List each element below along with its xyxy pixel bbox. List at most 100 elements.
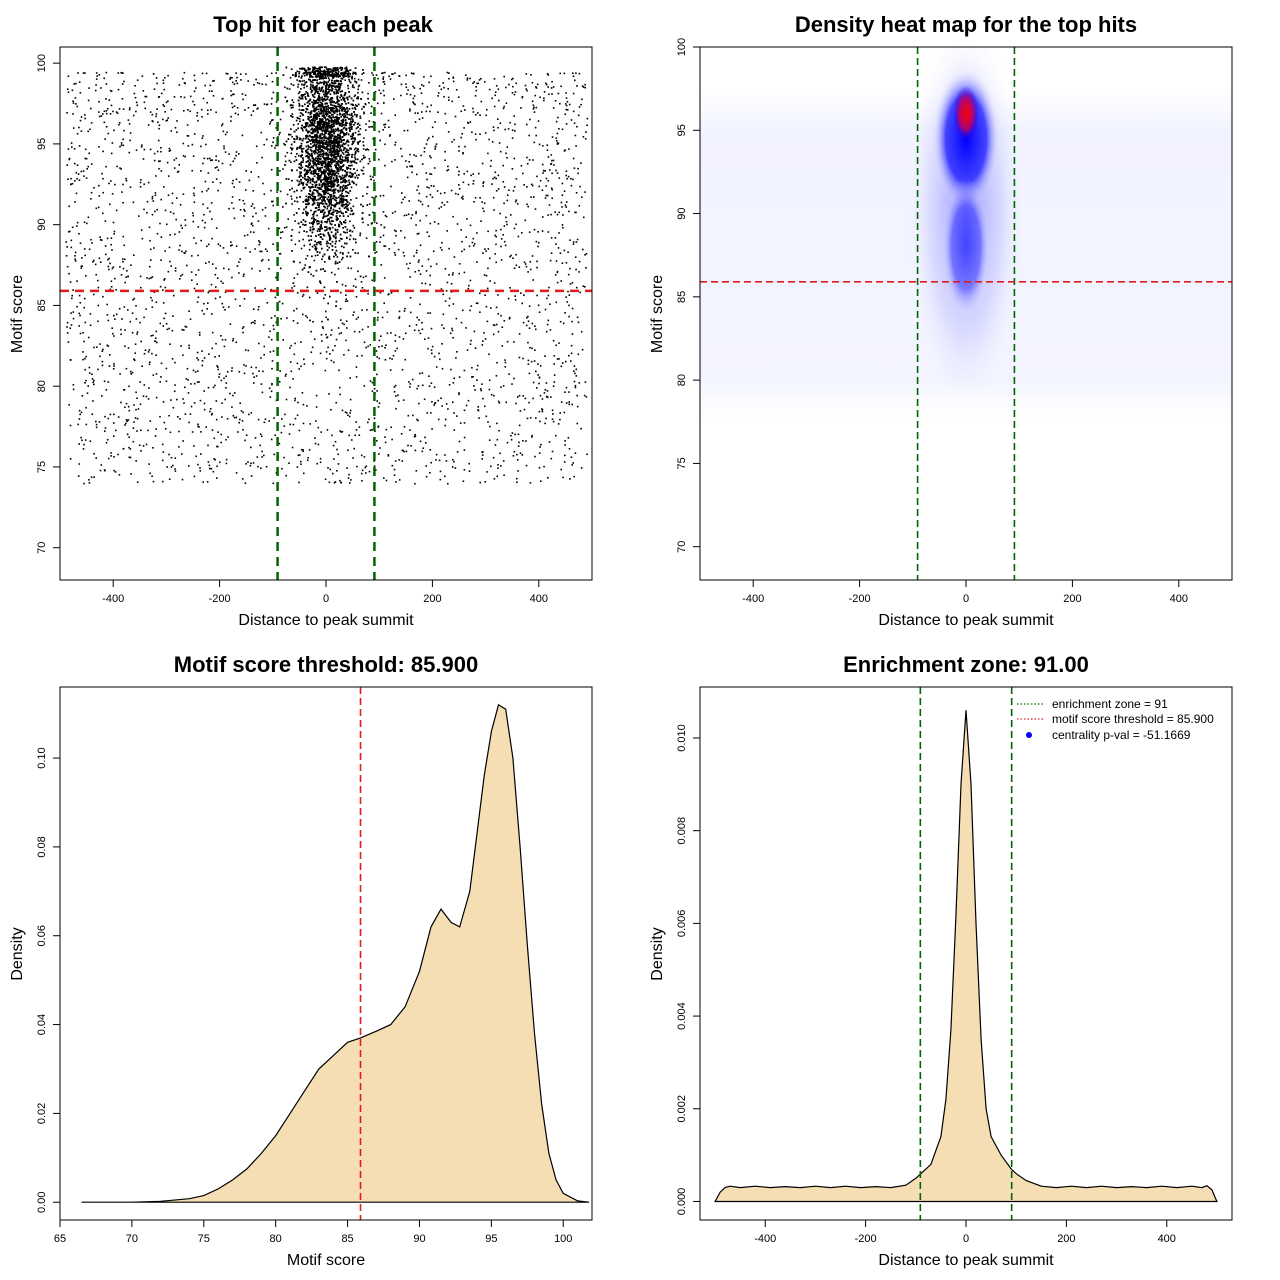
data-point	[217, 366, 219, 368]
data-point	[270, 438, 273, 441]
data-point	[210, 467, 213, 470]
data-point	[471, 131, 473, 133]
data-point	[531, 434, 533, 437]
data-point	[526, 186, 528, 188]
data-point	[71, 226, 74, 229]
data-point	[97, 304, 100, 307]
data-point	[117, 416, 120, 418]
data-point	[386, 332, 389, 335]
data-point	[503, 105, 505, 108]
data-point	[261, 435, 263, 438]
data-point	[357, 91, 359, 94]
data-point	[293, 285, 296, 287]
data-point	[100, 261, 102, 263]
data-point	[564, 204, 567, 207]
data-point	[78, 409, 81, 412]
data-point	[378, 357, 381, 360]
data-point	[211, 159, 214, 161]
data-point	[427, 312, 429, 314]
data-point	[418, 402, 420, 405]
data-point	[283, 456, 285, 459]
data-point	[538, 466, 541, 469]
data-point	[568, 103, 571, 106]
data-point	[548, 204, 551, 206]
data-point	[68, 158, 70, 161]
data-point	[387, 455, 390, 457]
data-point	[345, 412, 348, 414]
data-point	[281, 302, 284, 305]
data-point	[206, 245, 208, 248]
data-point	[306, 255, 309, 257]
data-point	[240, 79, 242, 81]
data-point	[94, 89, 97, 92]
data-point	[353, 140, 356, 143]
data-point	[197, 296, 200, 299]
data-point	[151, 197, 154, 200]
data-point	[541, 408, 543, 410]
data-point	[247, 349, 250, 352]
data-point	[249, 231, 252, 233]
data-point	[341, 156, 344, 158]
data-point	[298, 429, 301, 432]
data-point	[211, 331, 214, 334]
data-point	[143, 101, 146, 104]
data-point	[70, 177, 72, 180]
data-point	[442, 293, 445, 296]
data-point	[506, 199, 509, 202]
data-point	[250, 412, 253, 414]
data-point	[551, 159, 553, 162]
data-point	[544, 355, 546, 357]
data-point	[140, 179, 142, 181]
data-point	[104, 469, 106, 472]
data-point	[107, 381, 110, 383]
data-point	[578, 260, 581, 263]
data-point	[113, 363, 115, 365]
data-point	[474, 95, 477, 97]
data-point	[272, 350, 275, 352]
data-point	[522, 440, 524, 442]
data-point	[115, 429, 117, 432]
data-point	[87, 99, 90, 102]
data-point	[405, 263, 408, 265]
data-point	[469, 77, 471, 80]
data-point	[532, 159, 534, 161]
data-point	[270, 390, 273, 393]
data-point	[437, 399, 439, 402]
data-point	[421, 328, 424, 331]
data-point	[557, 92, 560, 95]
data-point	[402, 251, 405, 254]
data-point	[119, 266, 121, 268]
data-point	[518, 394, 521, 397]
data-point	[493, 105, 496, 108]
data-point	[398, 479, 401, 481]
data-point	[74, 201, 76, 203]
data-point	[349, 398, 352, 401]
data-point	[103, 77, 105, 80]
data-point	[363, 111, 365, 114]
data-point	[125, 402, 128, 405]
data-point	[165, 101, 168, 104]
data-point	[218, 376, 220, 378]
data-point	[395, 407, 397, 410]
data-point	[136, 79, 139, 81]
data-point	[242, 429, 244, 431]
data-point	[558, 177, 561, 179]
data-point	[448, 77, 450, 80]
data-point	[248, 179, 251, 182]
data-point	[568, 391, 570, 393]
data-point	[452, 215, 454, 218]
data-point	[578, 205, 581, 207]
data-point	[467, 121, 469, 124]
data-point	[247, 107, 250, 109]
data-point	[122, 72, 124, 74]
data-point	[315, 420, 317, 422]
data-point	[174, 270, 177, 272]
data-point	[457, 96, 460, 98]
data-point	[270, 103, 273, 105]
data-point	[139, 181, 142, 184]
data-point	[517, 470, 519, 472]
data-point	[400, 94, 402, 97]
data-point	[376, 319, 379, 321]
data-point	[559, 418, 561, 421]
data-point	[272, 200, 274, 203]
